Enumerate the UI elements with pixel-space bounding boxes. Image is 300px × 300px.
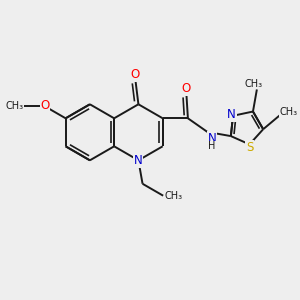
Text: CH₃: CH₃ bbox=[280, 107, 298, 117]
Text: N: N bbox=[208, 132, 216, 145]
Text: CH₃: CH₃ bbox=[245, 79, 263, 88]
Text: O: O bbox=[131, 68, 140, 81]
Text: N: N bbox=[134, 154, 143, 167]
Text: N: N bbox=[227, 108, 236, 121]
Text: O: O bbox=[40, 99, 50, 112]
Text: H: H bbox=[208, 141, 215, 151]
Text: O: O bbox=[182, 82, 191, 95]
Text: CH₃: CH₃ bbox=[164, 191, 183, 201]
Text: S: S bbox=[246, 141, 253, 154]
Text: CH₃: CH₃ bbox=[5, 101, 24, 111]
